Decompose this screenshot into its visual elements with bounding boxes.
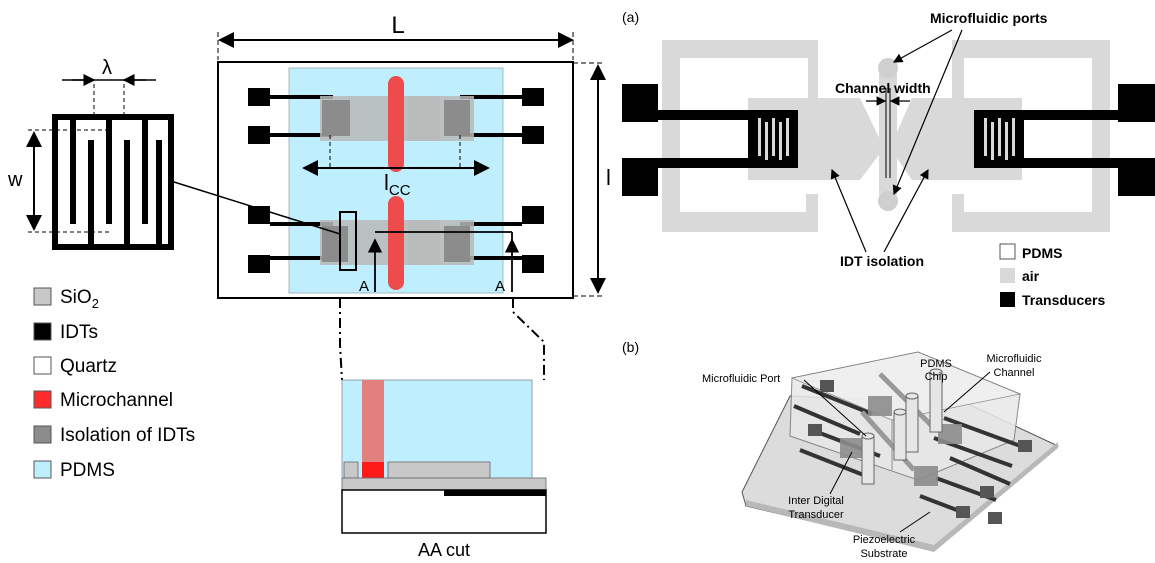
label-pdms-chip-2: Chip [925, 371, 948, 383]
electrodes [793, 384, 1027, 514]
legend-a-label-transducers: Transducers [1022, 292, 1105, 308]
microchannel-bottom [388, 196, 404, 290]
panel-a-tag: (a) [622, 9, 639, 25]
port-bottom [878, 191, 898, 211]
label-substrate-2: Substrate [860, 548, 907, 560]
legend-a-swatch-pdms [999, 243, 1016, 260]
dim-L-label: L [391, 12, 404, 39]
legend-swatch-sio2 [33, 287, 52, 306]
transducer-left [748, 110, 798, 168]
legend-swatch-pdms [33, 460, 52, 479]
dim-l-label: l [606, 165, 611, 190]
legend-swatch-idts [33, 322, 52, 341]
cut-a-right-label: A [495, 278, 505, 295]
legend-a-label-air: air [1022, 268, 1040, 284]
label-channel-2: Channel [994, 367, 1035, 379]
label-microfluidic-ports: Microfluidic ports [930, 10, 1048, 26]
label-channel-1: Microfluidic [986, 353, 1042, 365]
legend-label-microchannel: Microchannel [60, 390, 173, 411]
idt-zoom-detail [52, 114, 174, 250]
legend-label-quartz: Quartz [60, 356, 117, 377]
left-legend: SiO2 IDTs Quartz Microchannel Isolation … [33, 287, 195, 481]
legend-swatch-quartz [33, 356, 52, 375]
port-top [878, 58, 898, 78]
transducer-right [974, 110, 1024, 168]
label-substrate-1: Piezoelectric [853, 534, 916, 546]
legend-a-swatch-transducers [1000, 292, 1015, 307]
label-microfluidic-port: Microfluidic Port [702, 373, 780, 385]
legend-label-idts: IDTs [60, 322, 98, 343]
legend-label-sio2: SiO2 [60, 287, 99, 311]
label-pdms-chip-1: PDMS [920, 358, 952, 370]
legend-label-pdms: PDMS [60, 460, 115, 481]
dim-lambda-label: λ [102, 57, 112, 79]
dim-lcc-label: lCC [384, 170, 411, 199]
panel-b: (b) [622, 339, 1059, 560]
label-channel-width: Channel width [835, 80, 931, 96]
left-device-diagram: L l [7, 12, 611, 560]
microchannel-top [388, 76, 404, 172]
ports [861, 368, 943, 485]
aa-cut-section [341, 379, 547, 534]
label-idt-isolation: IDT isolation [840, 253, 924, 269]
dim-w-label: w [7, 169, 23, 191]
label-idt-2: Transducer [788, 509, 844, 521]
legend-a-swatch-air [1000, 268, 1015, 283]
legend-a-label-pdms: PDMS [1022, 245, 1062, 261]
idt-top-right [408, 88, 544, 144]
aa-cut-label: AA cut [418, 540, 470, 560]
panel-a: (a) [622, 9, 1155, 308]
panel-b-tag: (b) [622, 339, 639, 355]
legend-label-isolation: Isolation of IDTs [60, 425, 195, 446]
legend-swatch-isolation [33, 425, 52, 444]
legend-swatch-microchannel [33, 390, 52, 409]
cut-a-left-label: A [359, 278, 369, 295]
label-idt-1: Inter Digital [788, 495, 844, 507]
